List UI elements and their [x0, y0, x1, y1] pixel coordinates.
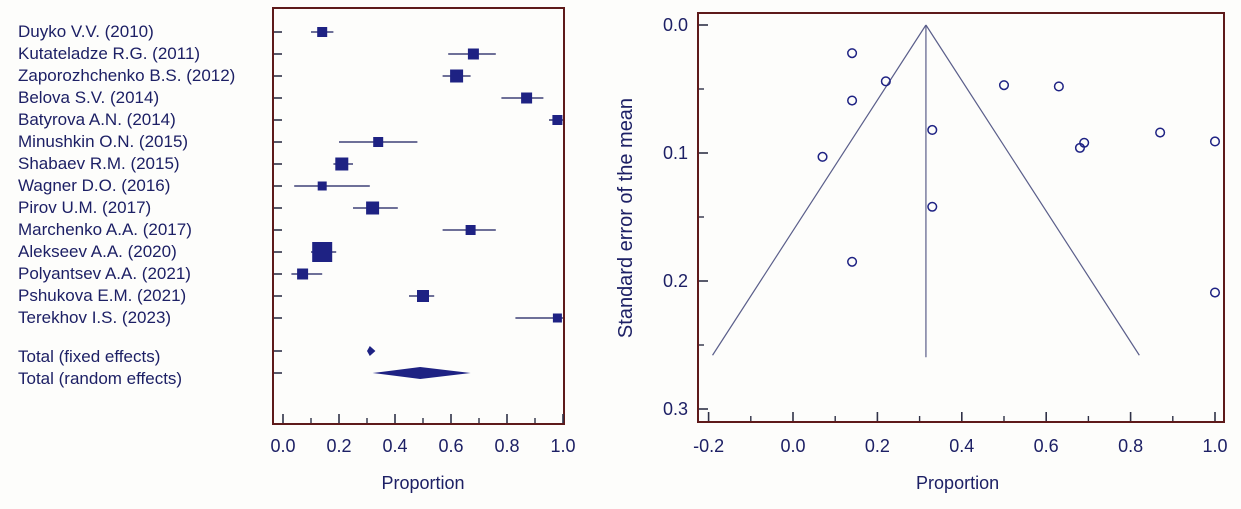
funnel-x-tick-label: 0.4 [949, 436, 974, 456]
funnel-point [1209, 287, 1221, 298]
study-square [317, 27, 328, 37]
funnel-point [1155, 127, 1166, 138]
forest-x-tick-label: 1.0 [550, 436, 575, 456]
study-label: Pirov U.M. (2017) [18, 198, 152, 217]
study-square [521, 92, 533, 104]
funnel-panel-border [697, 12, 1225, 423]
study-label: Marchenko A.A. (2017) [18, 220, 192, 239]
funnel-point [847, 95, 858, 106]
study-label: Batyrova A.N. (2014) [18, 110, 176, 129]
funnel-plot: -0.2 0.0 0.2 0.4 0.6 0.8 1.0 0.0 0.1 0.2 0.3 Propor… [615, 12, 1228, 493]
study-label: Minushkin O.N. (2015) [18, 132, 189, 151]
study-square [467, 48, 479, 60]
forest-x-tick-label: 0.8 [494, 436, 519, 456]
study-label: Polyantsev A.A. (2021) [18, 264, 191, 283]
study-square [552, 115, 563, 125]
funnel-x-tick-label: 0.2 [865, 436, 890, 456]
funnel-x-tick-label: 0.0 [780, 436, 805, 456]
study-label: Pshukova E.M. (2021) [18, 286, 187, 305]
funnel-x-tick-label: 0.6 [1034, 436, 1059, 456]
study-label: Wagner D.O. (2016) [18, 176, 171, 195]
study-square [317, 181, 327, 191]
funnel-point [817, 151, 828, 162]
total-random-label: Total (random effects) [18, 369, 183, 388]
study-square [465, 225, 476, 235]
funnel-point [880, 76, 891, 87]
funnel-left-limit-line [712, 24, 927, 356]
study-square [450, 69, 464, 83]
funnel-point [998, 80, 1010, 91]
forest-x-tick-label: 0.0 [270, 436, 295, 456]
funnel-y-tick-label: 0.3 [663, 399, 688, 419]
study-square [335, 157, 349, 171]
funnel-point [847, 256, 858, 267]
funnel-right-limit-line [925, 24, 1140, 356]
funnel-x-tick-label: -0.2 [693, 436, 724, 456]
funnel-point [927, 124, 938, 136]
study-square [312, 242, 333, 262]
funnel-y-tick-label: 0.2 [663, 271, 688, 291]
funnel-point [1209, 136, 1221, 147]
study-square [366, 201, 380, 215]
funnel-point [1053, 81, 1064, 92]
forest-x-axis-title: Proportion [381, 473, 464, 493]
study-square [552, 313, 562, 323]
study-square [373, 137, 384, 147]
funnel-x-tick-label: 1.0 [1202, 436, 1227, 456]
forest-panel-border [272, 7, 565, 425]
study-square [297, 268, 309, 280]
funnel-x-tick-label: 0.8 [1118, 436, 1143, 456]
forest-plot: 0.0 0.2 0.4 0.6 0.8 1.0 Proportion [270, 7, 576, 493]
total-fixed-label: Total (fixed effects) [18, 347, 161, 366]
study-label: Alekseev A.A. (2020) [18, 242, 177, 261]
funnel-y-tick-label: 0.0 [663, 15, 688, 35]
study-label: Shabaev R.M. (2015) [18, 154, 180, 173]
study-label: Terekhov I.S. (2023) [18, 308, 172, 327]
total-diamond [367, 346, 376, 356]
funnel-y-tick-label: 0.1 [663, 143, 688, 163]
funnel-point [1079, 137, 1090, 148]
funnel-point [927, 201, 938, 212]
forest-x-tick-label: 0.6 [438, 436, 463, 456]
forest-x-tick-label: 0.4 [382, 436, 407, 456]
study-label: Kutateladze R.G. (2011) [18, 44, 201, 63]
study-square [417, 290, 429, 302]
study-label: Duyko V.V. (2010) [18, 22, 154, 41]
funnel-point [847, 48, 858, 59]
total-diamond [372, 367, 471, 379]
study-label: Zaporozhchenko B.S. (2012) [18, 66, 236, 85]
funnel-y-axis-title: Standard error of the mean [615, 98, 637, 338]
study-label: Belova S.V. (2014) [18, 88, 160, 107]
funnel-x-axis-title: Proportion [916, 473, 999, 493]
forest-x-tick-label: 0.2 [326, 436, 351, 456]
